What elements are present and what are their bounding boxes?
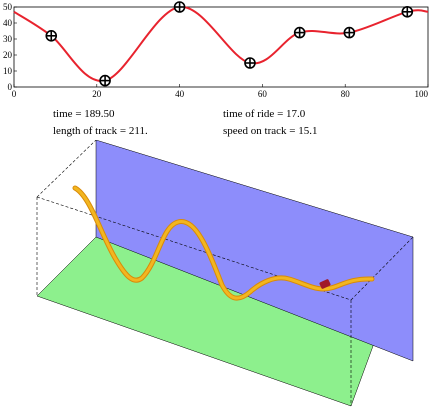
x-tick-label: 80 [341,89,351,99]
coaster-3d-scene[interactable] [0,140,440,410]
y-tick-label: 40 [3,18,13,28]
length-value: 211. [129,125,148,137]
speed-value: 15.1 [298,125,317,137]
readout-panel: time = 189.50 length of track = 211. tim… [53,108,318,137]
time-of-ride-readout: time of ride = 17.0 [223,108,306,120]
time-label: time [53,108,73,120]
x-tick-label: 20 [92,89,102,99]
plot-frame [13,6,429,88]
time-value: 189.50 [84,108,115,120]
control-point-handle[interactable] [244,57,256,69]
y-axis-ticks: 0 10 20 30 40 50 [3,2,17,92]
back-wall-plane [95,140,414,362]
track-profile-plot: 0 10 20 30 40 50 0 20 40 60 80 100 [3,1,429,99]
y-tick-label: 10 [3,66,13,76]
time-of-ride-value: 17.0 [286,108,306,120]
x-tick-label: 60 [258,89,268,99]
y-tick-label: 0 [8,82,13,92]
track-profile-curve [13,5,429,82]
control-point-handle[interactable] [173,1,186,13]
control-point-handle[interactable] [343,26,356,39]
time-of-ride-label: time of ride [223,108,274,120]
length-label: length of track [53,125,118,137]
control-points[interactable] [45,1,414,87]
y-tick-label: 30 [3,34,13,44]
control-point-handle[interactable] [293,26,306,39]
speed-readout: speed on track = 15.1 [223,125,318,137]
y-tick-label: 20 [3,50,13,60]
speed-label: speed on track [223,125,287,137]
control-point-handle[interactable] [45,29,58,42]
x-tick-label: 40 [175,89,185,99]
control-point-handle[interactable] [99,74,111,87]
length-readout: length of track = 211. [53,125,148,137]
time-readout: time = 189.50 [53,108,115,120]
x-axis-ticks: 0 20 40 60 80 100 [12,84,429,99]
coaster-car[interactable] [319,279,331,290]
control-point-handle[interactable] [401,6,414,18]
x-tick-label: 100 [415,89,429,99]
y-tick-label: 50 [3,2,13,12]
x-tick-label: 0 [12,89,17,99]
coaster-track [73,186,374,300]
